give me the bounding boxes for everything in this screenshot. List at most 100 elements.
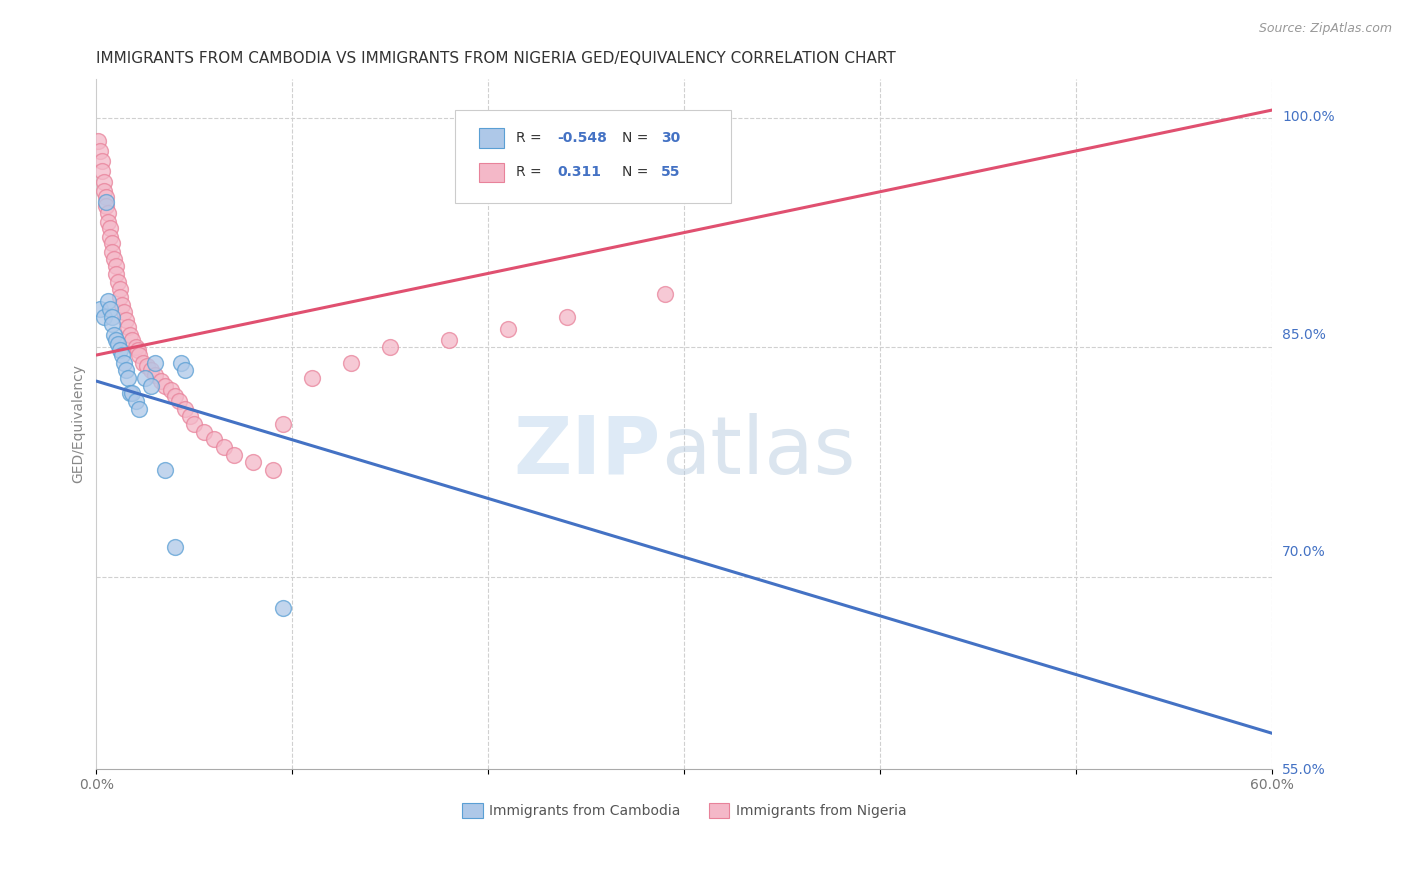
Point [121,333,143,347]
Point [91,164,114,178]
Point [153,378,176,392]
Point [222,448,245,462]
Point [134,371,156,385]
Bar [478,128,505,147]
Point [127,343,149,358]
Point [163,540,186,554]
Point [112,356,135,370]
Point [101,318,124,332]
Point [173,401,195,416]
Point [111,348,134,362]
Point [555,310,578,324]
Point [108,282,131,296]
Point [153,463,176,477]
Point [132,356,155,370]
Point [98,302,121,317]
Text: N =: N = [621,165,652,179]
Point [128,348,150,362]
Point [301,371,323,385]
Point [202,432,225,446]
Point [242,455,264,469]
Point [117,371,139,385]
Point [212,440,235,454]
Point [143,356,166,370]
Point [87,134,110,148]
Point [141,378,163,392]
Legend: Immigrants from Cambodia, Immigrants from Nigeria: Immigrants from Cambodia, Immigrants fro… [456,797,912,823]
Point [311,784,333,798]
Point [97,294,120,309]
Y-axis label: GED/Equivalency: GED/Equivalency [72,365,86,483]
Text: ZIP: ZIP [513,412,661,491]
Point [118,328,141,343]
Text: N =: N = [621,131,652,145]
Text: Source: ZipAtlas.com: Source: ZipAtlas.com [1258,22,1392,36]
Point [101,245,124,260]
Point [103,328,125,343]
Point [173,363,195,377]
Point [271,600,294,615]
Point [128,401,150,416]
Point [183,417,205,431]
Point [124,340,146,354]
Point [104,259,127,273]
Text: R =: R = [516,165,551,179]
Point [150,374,173,388]
Point [112,305,135,319]
Point [93,310,115,324]
Point [124,394,146,409]
Point [91,153,114,168]
Point [94,199,117,213]
Point [97,205,120,219]
Point [101,236,124,251]
Point [93,175,115,189]
Text: 55: 55 [661,165,681,179]
Point [108,290,131,304]
Point [193,425,215,439]
Point [117,320,139,334]
Point [89,302,111,317]
Point [167,394,190,409]
Text: 0.311: 0.311 [557,165,602,179]
Point [496,322,519,336]
Point [141,363,163,377]
Point [111,297,134,311]
Point [271,417,294,431]
Point [89,145,111,159]
Point [340,356,363,370]
Point [114,313,136,327]
Point [104,333,127,347]
Point [437,333,460,347]
Text: IMMIGRANTS FROM CAMBODIA VS IMMIGRANTS FROM NIGERIA GED/EQUIVALENCY CORRELATION : IMMIGRANTS FROM CAMBODIA VS IMMIGRANTS F… [97,51,896,66]
Point [98,230,121,244]
Point [93,184,115,198]
Point [179,409,201,424]
Point [94,194,117,209]
Point [94,190,117,204]
Text: R =: R = [516,131,546,145]
Point [169,356,191,370]
Text: 30: 30 [661,131,681,145]
Point [121,386,143,401]
Point [98,221,121,235]
Bar [478,162,505,182]
Point [108,343,131,358]
Point [103,252,125,266]
Point [143,368,166,382]
Point [136,359,159,373]
Point [107,275,129,289]
Point [163,389,186,403]
FancyBboxPatch shape [456,111,731,203]
Point [97,215,120,229]
Text: -0.548: -0.548 [557,131,607,145]
Point [101,310,124,324]
Point [114,363,136,377]
Point [380,340,402,354]
Point [118,386,141,401]
Point [262,463,284,477]
Point [160,384,183,398]
Text: atlas: atlas [661,412,855,491]
Point [107,337,129,351]
Point [104,267,127,281]
Point [654,286,676,301]
